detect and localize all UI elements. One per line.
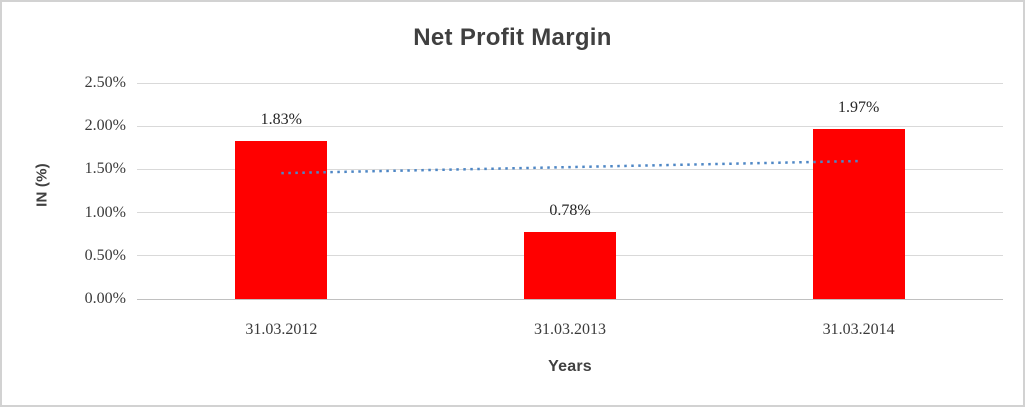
category-label: 31.03.2013 xyxy=(534,321,606,338)
category-label: 31.03.2014 xyxy=(822,321,895,338)
gridline xyxy=(137,212,1003,214)
data-label: 1.97% xyxy=(837,98,880,116)
y-tick-label: 1.00% xyxy=(84,203,126,221)
chart-title: Net Profit Margin xyxy=(413,24,612,51)
bar-31.03.2014 xyxy=(812,128,905,299)
data-label: 1.83% xyxy=(260,110,302,128)
x-axis-title: Years xyxy=(548,358,592,375)
x-axis-line xyxy=(137,298,1003,300)
bar-31.03.2013 xyxy=(524,231,616,299)
data-label: 0.78% xyxy=(549,201,591,219)
category-label: 31.03.2012 xyxy=(245,321,318,338)
y-tick-label: 0.50% xyxy=(84,246,126,264)
y-tick-label: 0.00% xyxy=(84,290,126,307)
y-tick-label: 2.00% xyxy=(84,117,126,135)
gridline xyxy=(137,125,1003,127)
y-tick-label: 1.50% xyxy=(84,160,126,178)
gridline xyxy=(137,82,1003,84)
bar-31.03.2012 xyxy=(235,140,328,299)
y-tick-label: 2.50% xyxy=(84,74,126,91)
